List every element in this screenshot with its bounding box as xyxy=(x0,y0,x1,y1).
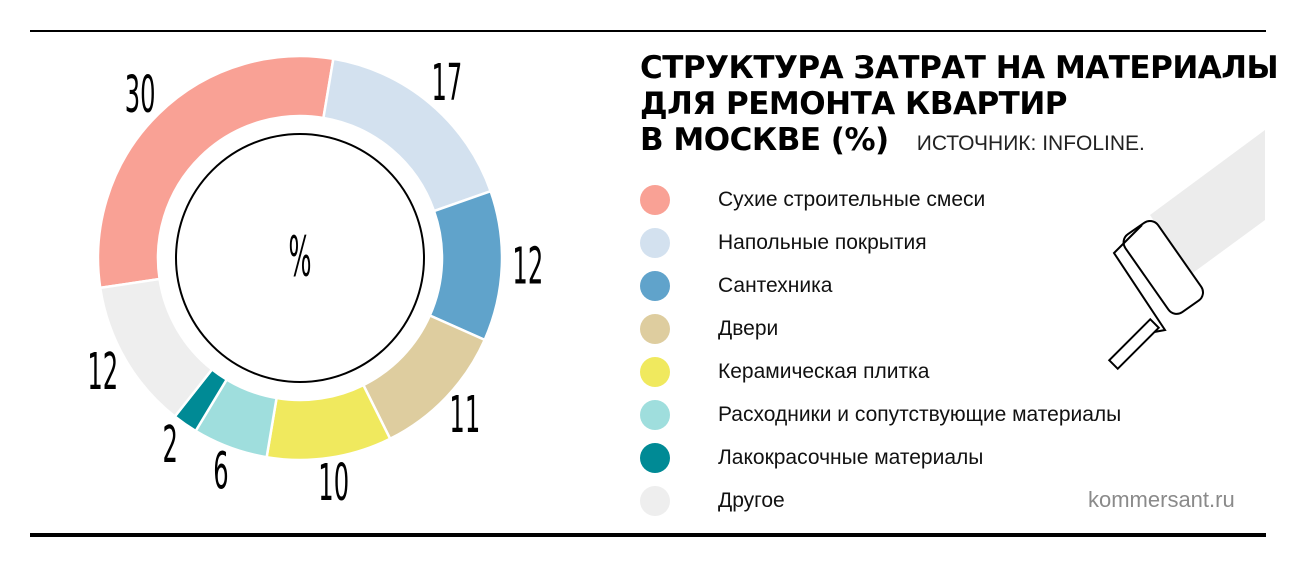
legend-label: Керамическая плитка xyxy=(718,360,930,383)
roller-paint-stroke xyxy=(1150,130,1265,275)
bottom-rule xyxy=(30,533,1266,537)
value-label-6: 6 xyxy=(213,442,228,501)
value-label-4: 11 xyxy=(449,386,480,445)
roller-drum xyxy=(1122,219,1204,315)
legend-item: Расходники и сопутствующие материалы xyxy=(640,400,1200,430)
legend-label: Сантехника xyxy=(718,274,833,297)
legend-item: Напольные покрытия xyxy=(640,228,1200,258)
chart-title: СТРУКТУРА ЗАТРАТ НА МАТЕРИАЛЫ ДЛЯ РЕМОНТ… xyxy=(640,50,1279,162)
title-line-2: ДЛЯ РЕМОНТА КВАРТИР xyxy=(640,86,1067,122)
value-label-3: 12 xyxy=(512,238,543,297)
legend-swatch xyxy=(640,443,670,473)
center-percent-label: % xyxy=(289,226,312,289)
legend-swatch xyxy=(640,271,670,301)
slice-8 xyxy=(98,277,214,419)
source-note: ИСТОЧНИК: INFOLINE. xyxy=(916,132,1145,155)
value-labels: 30 17 12 11 10 62 12 xyxy=(87,54,543,513)
legend-label: Другое xyxy=(718,489,785,512)
donut-chart: % 30 17 12 11 10 62 12 xyxy=(87,54,543,513)
legend-label: Сухие строительные смеси xyxy=(718,188,986,211)
value-label-2: 17 xyxy=(431,54,462,113)
title-line-3: В МОСКВЕ (%) ИСТОЧНИК: INFOLINE. xyxy=(640,122,1278,162)
title-line-3-text: В МОСКВЕ (%) xyxy=(640,122,889,158)
legend-swatch xyxy=(640,400,670,430)
legend-item: Сантехника xyxy=(640,271,1200,301)
legend-swatch xyxy=(640,185,670,215)
title-line-1: СТРУКТУРА ЗАТРАТ НА МАТЕРИАЛЫ xyxy=(640,50,1279,86)
top-rule xyxy=(30,30,1266,32)
legend-item: Другое xyxy=(640,486,1200,516)
roller-handle xyxy=(1107,317,1161,371)
legend-swatch xyxy=(640,228,670,258)
legend-item: Сухие строительные смеси xyxy=(640,185,1200,215)
paint-roller-icon xyxy=(1107,130,1265,371)
legend-swatch xyxy=(640,314,670,344)
slice-2 xyxy=(321,57,493,213)
legend-swatch xyxy=(640,357,670,387)
value-label-8: 12 xyxy=(87,343,118,402)
value-label-7: 2 xyxy=(163,416,178,475)
legend-swatch xyxy=(640,486,670,516)
legend-label: Расходники и сопутствующие материалы xyxy=(718,403,1122,426)
slice-1 xyxy=(96,54,335,290)
legend-item: Лакокрасочные материалы xyxy=(640,443,1200,473)
donut-slices xyxy=(96,54,504,462)
legend-label: Двери xyxy=(718,317,779,340)
legend-label: Лакокрасочные материалы xyxy=(718,446,984,469)
value-label-5: 10 xyxy=(318,454,349,513)
slice-3 xyxy=(428,189,504,342)
legend-item: Двери xyxy=(640,314,1200,344)
legend-label: Напольные покрытия xyxy=(718,231,927,254)
inner-ring xyxy=(175,133,425,383)
brand-label: kommersant.ru xyxy=(1088,487,1235,512)
value-label-1: 30 xyxy=(125,66,156,125)
legend-item: Керамическая плитка xyxy=(640,357,1200,387)
